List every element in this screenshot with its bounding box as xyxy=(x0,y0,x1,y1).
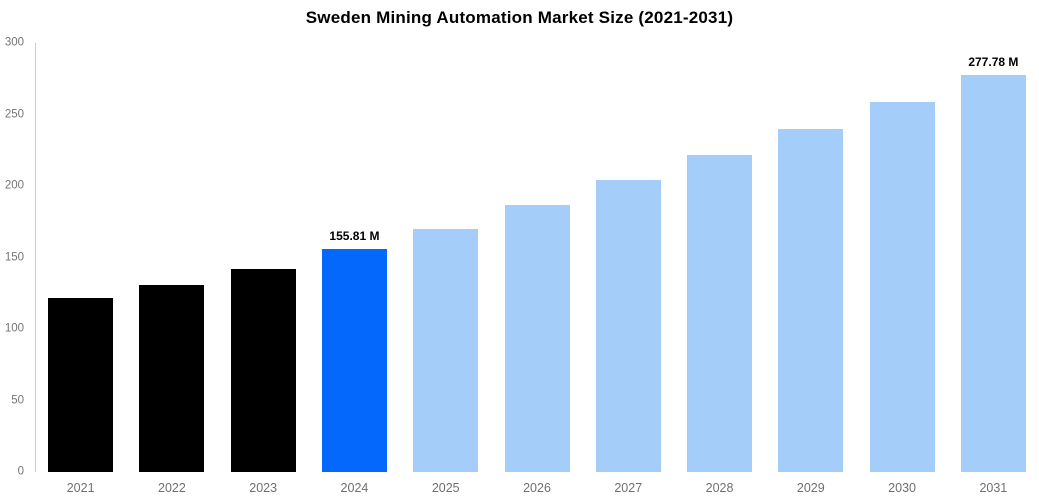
chart-title: Sweden Mining Automation Market Size (20… xyxy=(305,8,734,27)
y-axis-line xyxy=(35,43,36,472)
bar-2029[interactable] xyxy=(778,128,844,472)
y-tick-label-250: 250 xyxy=(4,107,24,120)
bar-2023[interactable] xyxy=(230,268,296,472)
y-tick-label-0: 0 xyxy=(17,465,24,478)
x-axis-label-2021: 2021 xyxy=(66,481,95,495)
y-tick-label-200: 200 xyxy=(4,179,24,192)
bar-value-label-2031: 277.78 M xyxy=(968,54,1019,69)
y-tick-label-150: 150 xyxy=(4,250,24,263)
x-axis-label-2030: 2030 xyxy=(888,481,916,495)
bar-2027[interactable] xyxy=(595,180,661,472)
bar-2026[interactable] xyxy=(504,204,570,472)
x-axis-label-2022: 2022 xyxy=(158,481,186,495)
x-axis-label-2025: 2025 xyxy=(431,481,460,495)
bar-2021[interactable] xyxy=(48,297,114,472)
x-axis-label-2026: 2026 xyxy=(523,481,551,495)
x-axis-label-2029: 2029 xyxy=(796,481,825,495)
x-axis-label-2024: 2024 xyxy=(340,481,369,495)
x-axis-label-2028: 2028 xyxy=(705,481,734,495)
bar-2031[interactable] xyxy=(960,74,1026,472)
x-axis-label-2023: 2023 xyxy=(249,481,278,495)
y-tick-label-300: 300 xyxy=(4,36,24,49)
y-tick-label-100: 100 xyxy=(4,322,24,335)
bar-2030[interactable] xyxy=(869,101,935,472)
bar-2022[interactable] xyxy=(139,284,205,472)
bar-2024[interactable] xyxy=(321,249,387,472)
x-axis-label-2027: 2027 xyxy=(614,481,643,495)
x-axis-label-2031: 2031 xyxy=(979,481,1008,495)
bar-2025[interactable] xyxy=(413,228,479,472)
y-tick-label-50: 50 xyxy=(11,393,24,406)
bar-value-label-2024: 155.81 M xyxy=(329,229,380,244)
bar-2028[interactable] xyxy=(687,154,753,472)
